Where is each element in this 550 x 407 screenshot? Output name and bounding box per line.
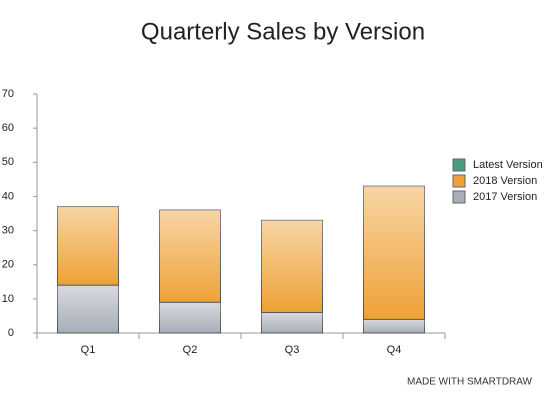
bar-segment [261,312,323,334]
y-tick-label: 10 [2,293,14,305]
chart-title: Quarterly Sales by Version [141,18,425,45]
legend-swatch [452,190,466,204]
y-tick-label: 30 [2,224,14,236]
legend-label: Latest Version [473,159,543,171]
bar-segment [363,185,425,320]
y-tick-label: 20 [2,259,14,271]
y-tick-label: 50 [2,156,14,168]
legend-swatch [452,158,466,172]
legend-label: 2018 Version [473,175,537,187]
bar-segment [159,301,221,334]
y-tick-label: 60 [2,122,14,134]
y-tick-label: 0 [8,327,14,339]
y-tick-label: 70 [2,88,14,100]
legend-swatch [452,174,466,188]
x-tick-label: Q3 [285,344,300,356]
x-tick-label: Q2 [183,344,198,356]
x-tick-label: Q1 [81,344,96,356]
bar-segment [261,219,323,314]
footer: MADE WITH SMARTDRAW [407,377,533,388]
bar-segment [57,206,119,286]
legend-label: 2017 Version [473,191,537,203]
y-tick-label: 40 [2,190,14,202]
bar-segment [363,318,425,334]
x-tick-label: Q4 [387,344,402,356]
bar-segment [57,284,119,334]
bar-segment [159,209,221,303]
